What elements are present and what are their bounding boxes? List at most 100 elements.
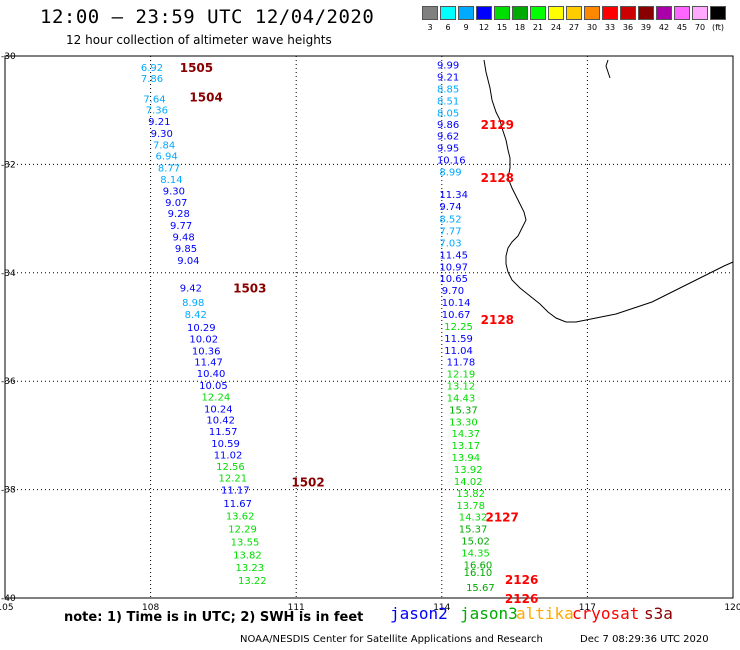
scale-swatch [494, 6, 510, 20]
swh-value: 16.10 [464, 568, 493, 579]
swh-value: 8.51 [437, 96, 459, 107]
swh-value: 6.94 [155, 152, 177, 163]
lon-tick-label: 114 [433, 603, 450, 613]
scale-swatch [602, 6, 618, 20]
swh-value: 10.14 [442, 298, 471, 309]
swh-value: 8.85 [437, 85, 459, 96]
swh-value: 13.17 [452, 441, 481, 452]
swh-value: 15.37 [449, 405, 478, 416]
swh-value: 9.30 [163, 186, 185, 197]
swh-value: 9.77 [170, 221, 192, 232]
scale-label: 27 [568, 23, 580, 32]
swh-value: 9.62 [437, 132, 459, 143]
swh-value: 13.94 [452, 453, 481, 464]
swh-value: 7.77 [439, 227, 461, 238]
swh-value: 11.59 [444, 334, 473, 345]
page-title: 12:00 – 23:59 UTC 12/04/2020 [40, 6, 375, 28]
track-label: 2128 [481, 313, 514, 327]
swh-value: 8.14 [160, 175, 182, 186]
scale-label: 18 [514, 23, 526, 32]
swh-value: 13.55 [231, 538, 260, 549]
lon-tick-label: 108 [142, 603, 159, 613]
scale-label: 3 [427, 23, 433, 32]
swh-value: 15.02 [461, 537, 490, 548]
scale-label: 33 [604, 23, 616, 32]
scale-label: 39 [640, 23, 652, 32]
swh-value: 10.29 [187, 323, 216, 334]
swh-value: 11.04 [444, 346, 473, 357]
scale-swatch [530, 6, 546, 20]
legend-jason3: jason3 [460, 604, 518, 623]
swh-value: 8.99 [439, 167, 461, 178]
swh-value: 10.36 [192, 346, 221, 357]
swh-value: 8.77 [158, 164, 180, 175]
swh-value: 13.82 [456, 489, 485, 500]
lon-tick-label: 111 [288, 603, 305, 613]
swh-value: 11.34 [439, 190, 468, 201]
swh-value: 11.67 [223, 499, 252, 510]
scale-swatch [638, 6, 654, 20]
swh-value: 9.04 [177, 256, 199, 267]
lat-tick-label: -32 [1, 160, 16, 170]
swh-value: 7.03 [439, 238, 461, 249]
axis-tick-labels: 105 108 111 114 117 120 -30 -32 -34 -36 -38 -40 [0, 52, 740, 613]
track-label: 1503 [233, 281, 266, 295]
lat-lon-grid [4, 55, 734, 599]
swh-value: 9.70 [442, 286, 464, 297]
swh-value: 11.02 [214, 450, 243, 461]
swh-value: 9.74 [439, 202, 461, 213]
swh-value: 9.21 [148, 117, 170, 128]
lon-tick-label: 117 [579, 603, 596, 613]
swh-value: 13.92 [454, 465, 483, 476]
scale-swatch [512, 6, 528, 20]
satellite-track-labels: 1505 1504 1503 1502 2129 2128 2128 2127 2126 2126 [180, 61, 539, 606]
coastline-island [605, 59, 611, 79]
track-label: 2128 [481, 171, 514, 185]
swh-value: 11.45 [439, 250, 468, 261]
track-label: 1505 [180, 61, 213, 75]
page-subtitle: 12 hour collection of altimeter wave hei… [66, 33, 332, 47]
swh-value: 13.12 [447, 382, 476, 393]
lat-tick-label: -40 [1, 594, 16, 604]
credit-text: NOAA/NESDIS Center for Satellite Applica… [240, 634, 543, 645]
swh-value: 9.21 [437, 73, 459, 84]
legend-jason2: jason2 [390, 604, 448, 623]
swh-value: 7.86 [141, 74, 163, 85]
scale-swatch [584, 6, 600, 20]
scale-swatch [710, 6, 726, 20]
swh-value: 12.24 [202, 392, 231, 403]
swh-value: 11.17 [221, 486, 250, 497]
swh-value: 13.82 [233, 551, 262, 562]
swh-value: 11.78 [447, 358, 476, 369]
swh-value: 12.56 [216, 462, 245, 473]
scale-swatch [440, 6, 456, 20]
swh-value: 9.07 [165, 198, 187, 209]
swh-value: 14.32 [459, 513, 488, 524]
swh-value: 8.98 [182, 298, 204, 309]
scale-label: 45 [676, 23, 688, 32]
swh-value: 8.52 [439, 215, 461, 226]
lat-tick-label: -36 [1, 377, 16, 387]
swh-value: 13.22 [238, 576, 267, 587]
scale-label: (ft) [711, 23, 725, 32]
track-label: 2129 [481, 118, 514, 132]
scale-label: 70 [694, 23, 706, 32]
scale-label: 6 [445, 23, 451, 32]
swh-value: 12.21 [219, 474, 248, 485]
swh-value: 9.85 [175, 244, 197, 255]
track-label: 2127 [485, 511, 518, 525]
swh-value: 10.59 [211, 439, 240, 450]
swh-value: 6.92 [141, 63, 163, 74]
scale-swatch [566, 6, 582, 20]
swh-value: 10.65 [439, 274, 468, 285]
scale-swatch [548, 6, 564, 20]
swh-value: 12.25 [444, 322, 473, 333]
swh-value: 13.62 [226, 512, 255, 523]
swh-value: 14.35 [461, 548, 490, 559]
swh-value: 14.02 [454, 477, 483, 488]
swh-value: 10.02 [189, 334, 218, 345]
scale-label: 9 [463, 23, 469, 32]
swh-value: 11.47 [194, 358, 223, 369]
swh-value: 7.36 [146, 106, 168, 117]
